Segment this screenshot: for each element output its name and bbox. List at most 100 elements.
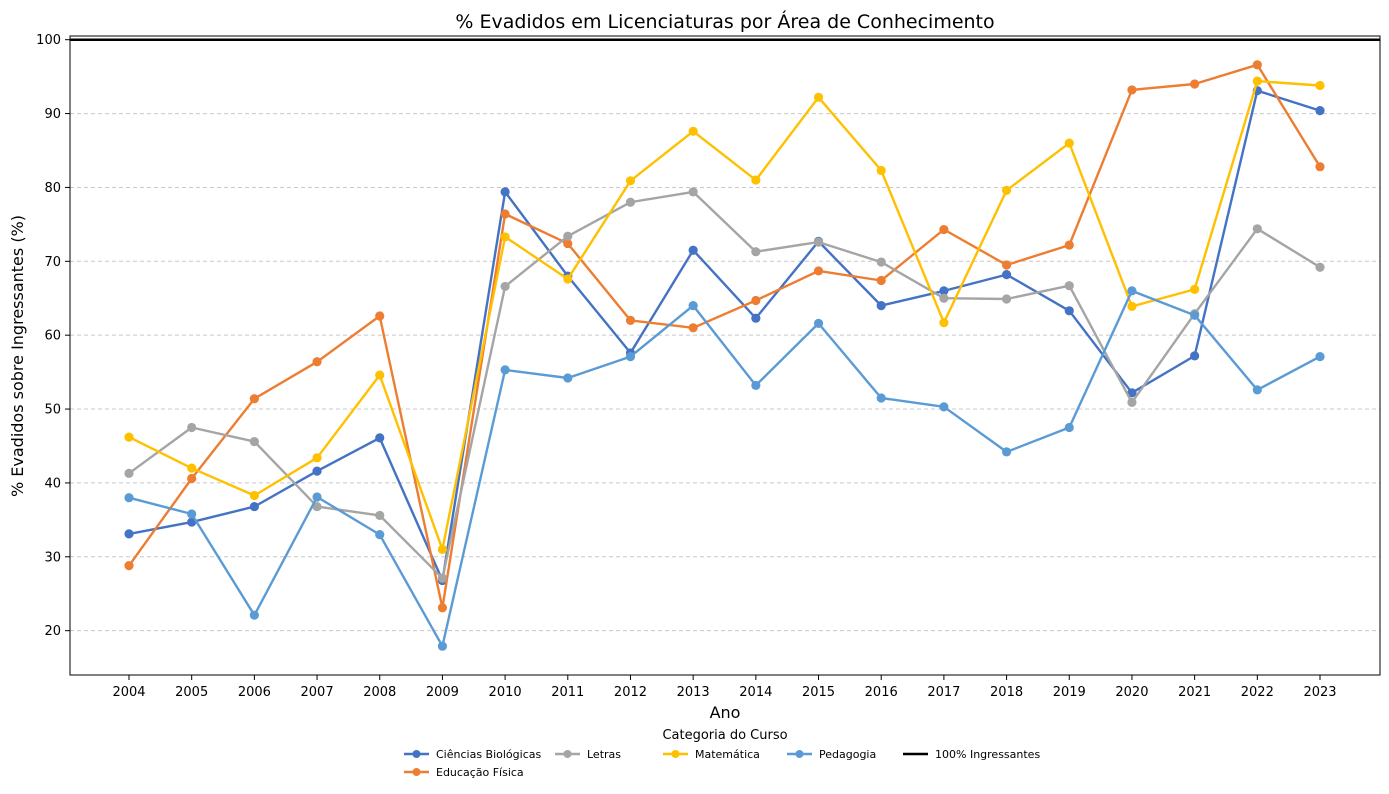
data-point bbox=[813, 92, 824, 102]
chart-title: % Evadidos em Licenciaturas por Área de … bbox=[455, 10, 994, 33]
legend-item: Ciências Biológicas bbox=[404, 748, 541, 761]
data-point bbox=[939, 402, 949, 412]
legend-item: 100% Ingressantes bbox=[903, 748, 1040, 761]
data-point bbox=[312, 501, 322, 512]
data-point bbox=[375, 530, 385, 540]
data-point bbox=[1064, 306, 1074, 316]
data-point bbox=[876, 257, 886, 267]
data-point bbox=[375, 311, 385, 321]
data-point bbox=[312, 492, 322, 502]
data-point bbox=[1127, 388, 1137, 398]
data-point bbox=[876, 275, 886, 286]
gridlines bbox=[70, 113, 1380, 632]
data-point bbox=[437, 573, 448, 583]
data-point bbox=[876, 165, 886, 176]
x-tick-label: 2022 bbox=[1241, 685, 1274, 700]
data-point bbox=[249, 436, 259, 447]
x-tick-label: 2006 bbox=[238, 685, 271, 700]
x-tick-label: 2010 bbox=[489, 685, 522, 700]
x-tick-label: 2020 bbox=[1115, 685, 1148, 700]
plot-frame bbox=[69, 35, 1381, 676]
data-point bbox=[751, 380, 761, 391]
data-point bbox=[1190, 351, 1200, 361]
data-point bbox=[1127, 397, 1137, 408]
legend-swatch-marker bbox=[412, 768, 421, 776]
series-line bbox=[128, 63, 1322, 609]
data-point bbox=[625, 176, 636, 186]
legend-item: Pedagogia bbox=[787, 748, 876, 761]
data-point bbox=[751, 175, 761, 185]
y-tick-label: 90 bbox=[44, 107, 61, 122]
y-axis-ticks: 20 30 40 50 60 70 80 90 100 bbox=[36, 33, 70, 639]
data-point bbox=[187, 473, 197, 484]
x-tick-label: 2008 bbox=[363, 685, 396, 700]
data-point bbox=[187, 463, 197, 473]
data-point bbox=[124, 493, 134, 503]
data-point bbox=[1127, 85, 1137, 95]
data-point bbox=[500, 232, 510, 242]
data-point bbox=[876, 301, 886, 311]
data-point bbox=[1127, 286, 1137, 296]
x-tick-label: 2014 bbox=[739, 685, 772, 700]
data-point bbox=[1127, 301, 1137, 311]
data-point bbox=[500, 209, 510, 219]
data-point bbox=[312, 453, 322, 463]
x-tick-label: 2013 bbox=[677, 685, 710, 700]
legend-label: Matemática bbox=[695, 748, 760, 761]
x-tick-label: 2019 bbox=[1053, 685, 1086, 700]
data-point bbox=[1190, 284, 1200, 294]
data-point bbox=[312, 357, 322, 367]
series-group bbox=[124, 76, 1325, 555]
data-point bbox=[375, 370, 385, 380]
legend-swatch-marker bbox=[412, 750, 421, 758]
legend-label: Educação Física bbox=[436, 766, 524, 779]
data-point bbox=[625, 315, 636, 326]
data-point bbox=[625, 197, 636, 207]
data-point bbox=[124, 432, 134, 442]
y-tick-label: 70 bbox=[44, 255, 61, 270]
data-point bbox=[1001, 260, 1012, 270]
data-point bbox=[813, 266, 824, 276]
data-point bbox=[876, 393, 886, 403]
legend-label: 100% Ingressantes bbox=[935, 748, 1040, 761]
legend-item: Letras bbox=[555, 748, 621, 761]
data-point bbox=[249, 610, 259, 620]
x-tick-label: 2017 bbox=[927, 685, 960, 700]
data-point bbox=[375, 433, 385, 443]
x-tick-label: 2021 bbox=[1178, 685, 1211, 700]
x-tick-label: 2009 bbox=[426, 685, 459, 700]
data-point bbox=[563, 238, 573, 249]
x-tick-label: 2015 bbox=[802, 685, 835, 700]
data-point bbox=[312, 466, 322, 476]
series-line bbox=[128, 289, 1321, 648]
data-point bbox=[437, 641, 448, 651]
data-point bbox=[751, 313, 761, 323]
series-layer bbox=[124, 60, 1325, 651]
x-tick-label: 2016 bbox=[865, 685, 898, 700]
data-point bbox=[187, 422, 197, 433]
data-point bbox=[751, 247, 761, 257]
x-tick-label: 2005 bbox=[175, 685, 208, 700]
data-point bbox=[500, 365, 510, 375]
legend-label: Letras bbox=[587, 748, 621, 761]
data-point bbox=[1064, 422, 1074, 433]
data-point bbox=[751, 295, 761, 306]
data-point bbox=[688, 126, 698, 136]
legend-item: Educação Física bbox=[404, 766, 524, 779]
data-point bbox=[1252, 60, 1262, 70]
legend-swatch-marker bbox=[563, 750, 572, 758]
data-point bbox=[249, 394, 259, 404]
y-axis-title: % Evadidos sobre Ingressantes (%) bbox=[8, 215, 27, 497]
data-point bbox=[124, 468, 134, 478]
data-point bbox=[187, 509, 197, 519]
data-point bbox=[939, 224, 949, 235]
data-point bbox=[939, 286, 949, 296]
data-point bbox=[1001, 185, 1012, 195]
y-tick-label: 60 bbox=[44, 329, 61, 344]
y-tick-label: 30 bbox=[44, 550, 61, 565]
x-tick-label: 2007 bbox=[301, 685, 334, 700]
data-point bbox=[813, 318, 824, 328]
data-point bbox=[1315, 162, 1325, 172]
data-point bbox=[688, 245, 698, 255]
x-axis-title: Ano bbox=[710, 703, 741, 722]
